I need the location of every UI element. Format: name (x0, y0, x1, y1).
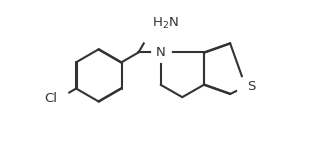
Text: N: N (156, 46, 166, 59)
Text: H$_2$N: H$_2$N (152, 16, 178, 31)
Text: Cl: Cl (45, 92, 57, 105)
Text: S: S (247, 80, 256, 93)
